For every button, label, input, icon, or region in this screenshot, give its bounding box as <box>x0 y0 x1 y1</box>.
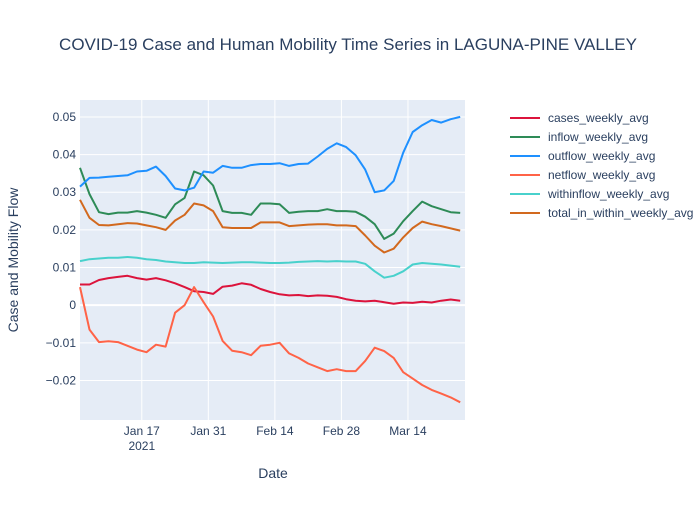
series-line-cases_weekly_avg <box>80 274 461 305</box>
y-tick-label: 0.04 <box>53 148 77 162</box>
x-tick-label: Jan 31 <box>190 424 226 438</box>
x-tick-label: Feb 14 <box>256 424 294 438</box>
series-line-netflow_weekly_avg <box>79 286 461 404</box>
series-line-withinflow_weekly_avg <box>79 256 461 279</box>
legend-item-inflow_weekly_avg[interactable]: inflow_weekly_avg <box>510 130 648 144</box>
y-tick-label: 0 <box>69 298 76 312</box>
legend-item-cases_weekly_avg[interactable]: cases_weekly_avg <box>510 111 649 125</box>
series-line-inflow_weekly_avg <box>79 167 461 240</box>
legend-label: inflow_weekly_avg <box>548 130 648 144</box>
x-tick-sublabel: 2021 <box>128 439 155 453</box>
series-line-total_in_within_weekly_avg <box>79 199 461 254</box>
y-tick-label: 0.02 <box>53 223 77 237</box>
x-tick-label: Feb 28 <box>323 424 361 438</box>
chart-title: COVID-19 Case and Human Mobility Time Se… <box>59 35 637 54</box>
y-axis-title: Case and Mobility Flow <box>5 187 21 333</box>
series-line-outflow_weekly_avg <box>79 115 461 194</box>
legend-item-netflow_weekly_avg[interactable]: netflow_weekly_avg <box>510 168 655 182</box>
legend-item-total_in_within_weekly_avg[interactable]: total_in_within_weekly_avg <box>510 206 693 220</box>
y-tick-label: 0.05 <box>53 110 77 124</box>
grid <box>80 100 465 420</box>
y-axis: −0.02 −0.01 0 0.01 0.02 0.03 0.04 0.05 <box>46 110 77 388</box>
y-tick-label: −0.01 <box>46 336 77 350</box>
legend-label: outflow_weekly_avg <box>548 149 655 163</box>
legend-label: netflow_weekly_avg <box>548 168 655 182</box>
x-axis-title: Date <box>258 465 288 481</box>
legend-label: total_in_within_weekly_avg <box>548 206 693 220</box>
y-tick-label: −0.02 <box>46 373 77 387</box>
legend-item-outflow_weekly_avg[interactable]: outflow_weekly_avg <box>510 149 655 163</box>
legend-item-withinflow_weekly_avg[interactable]: withinflow_weekly_avg <box>510 187 669 201</box>
plot-background <box>80 100 465 420</box>
x-tick-label: Mar 14 <box>389 424 427 438</box>
legend[interactable]: cases_weekly_avg inflow_weekly_avgoutflow… <box>510 111 693 220</box>
y-tick-label: 0.03 <box>53 185 77 199</box>
x-tick-label: Jan 17 <box>124 424 160 438</box>
legend-label: cases_weekly_avg <box>548 111 649 125</box>
y-tick-label: 0.01 <box>53 261 77 275</box>
series-lines <box>79 115 461 404</box>
legend-label: withinflow_weekly_avg <box>547 187 669 201</box>
